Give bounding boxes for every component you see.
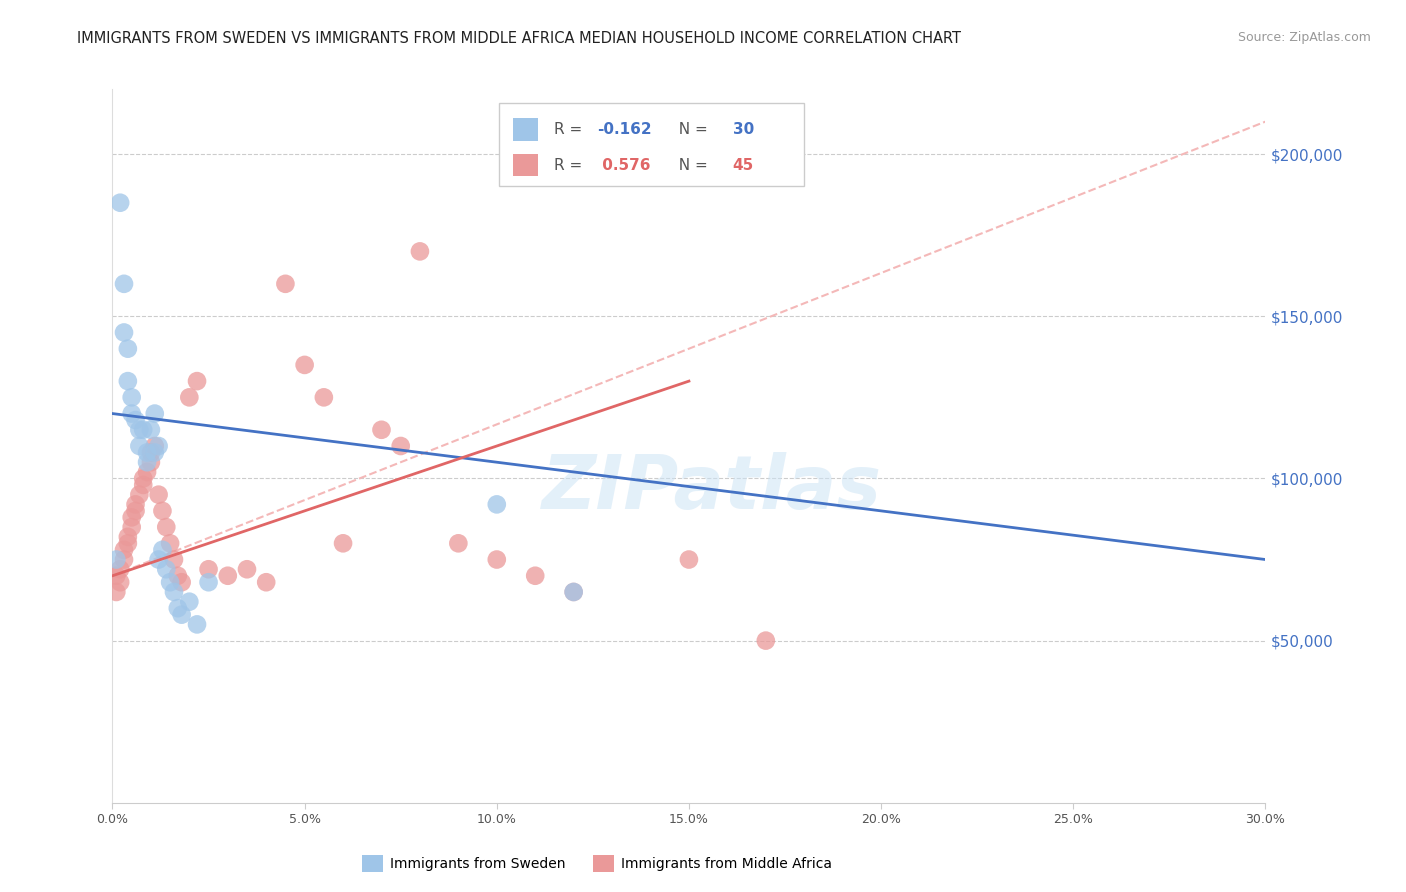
Text: N =: N = bbox=[669, 122, 713, 137]
Point bbox=[139, 423, 162, 437]
FancyBboxPatch shape bbox=[499, 103, 804, 186]
Text: R =: R = bbox=[554, 158, 588, 172]
Point bbox=[755, 633, 778, 648]
Point bbox=[148, 488, 170, 502]
Point bbox=[447, 536, 470, 550]
Point bbox=[179, 595, 201, 609]
Point bbox=[121, 407, 143, 421]
Point bbox=[163, 552, 186, 566]
Point bbox=[152, 542, 174, 557]
Point bbox=[152, 504, 174, 518]
Point bbox=[121, 510, 143, 524]
Point bbox=[148, 439, 170, 453]
Point bbox=[524, 568, 547, 582]
Point bbox=[370, 423, 392, 437]
Point bbox=[105, 568, 128, 582]
Point bbox=[409, 244, 432, 259]
Point bbox=[179, 390, 201, 404]
Text: ZIPatlas: ZIPatlas bbox=[541, 452, 882, 525]
Text: -0.162: -0.162 bbox=[596, 122, 651, 137]
Point bbox=[485, 552, 508, 566]
Point bbox=[112, 542, 135, 557]
Point bbox=[124, 413, 146, 427]
Text: R =: R = bbox=[554, 122, 588, 137]
Point bbox=[332, 536, 354, 550]
FancyBboxPatch shape bbox=[513, 153, 538, 177]
Point bbox=[139, 445, 162, 459]
Point bbox=[236, 562, 259, 576]
Text: 0.576: 0.576 bbox=[596, 158, 650, 172]
Point bbox=[143, 445, 166, 459]
Point bbox=[389, 439, 412, 453]
Point bbox=[170, 607, 193, 622]
Point bbox=[136, 465, 159, 479]
Point bbox=[121, 520, 143, 534]
Point bbox=[155, 562, 177, 576]
Point bbox=[197, 575, 219, 590]
Point bbox=[108, 195, 131, 210]
Point bbox=[132, 471, 155, 485]
Point bbox=[155, 520, 177, 534]
Point bbox=[186, 374, 208, 388]
Point bbox=[112, 552, 135, 566]
Text: 30: 30 bbox=[733, 122, 754, 137]
Point bbox=[148, 552, 170, 566]
Point bbox=[186, 617, 208, 632]
Point bbox=[274, 277, 297, 291]
Point bbox=[128, 488, 150, 502]
Legend: Immigrants from Sweden, Immigrants from Middle Africa: Immigrants from Sweden, Immigrants from … bbox=[356, 850, 837, 878]
Point bbox=[108, 562, 131, 576]
Point bbox=[105, 552, 128, 566]
Point bbox=[170, 575, 193, 590]
Point bbox=[132, 423, 155, 437]
Point bbox=[112, 326, 135, 340]
Text: 45: 45 bbox=[733, 158, 754, 172]
Point bbox=[159, 536, 181, 550]
Point bbox=[562, 585, 585, 599]
Point bbox=[117, 374, 139, 388]
Point bbox=[124, 504, 146, 518]
Point bbox=[254, 575, 277, 590]
Point bbox=[128, 439, 150, 453]
Text: Source: ZipAtlas.com: Source: ZipAtlas.com bbox=[1237, 31, 1371, 45]
Point bbox=[124, 497, 146, 511]
Text: IMMIGRANTS FROM SWEDEN VS IMMIGRANTS FROM MIDDLE AFRICA MEDIAN HOUSEHOLD INCOME : IMMIGRANTS FROM SWEDEN VS IMMIGRANTS FRO… bbox=[77, 31, 962, 46]
Point bbox=[166, 601, 188, 615]
Point bbox=[485, 497, 508, 511]
Point bbox=[136, 455, 159, 469]
Point bbox=[294, 358, 316, 372]
Point bbox=[562, 585, 585, 599]
Point bbox=[117, 536, 139, 550]
Point bbox=[166, 568, 188, 582]
Point bbox=[159, 575, 181, 590]
Point bbox=[128, 423, 150, 437]
Point bbox=[105, 585, 128, 599]
Point bbox=[678, 552, 700, 566]
Point bbox=[117, 342, 139, 356]
Point bbox=[217, 568, 239, 582]
Point bbox=[197, 562, 219, 576]
Point bbox=[136, 445, 159, 459]
Point bbox=[108, 575, 131, 590]
Point bbox=[112, 277, 135, 291]
Point bbox=[121, 390, 143, 404]
Point bbox=[117, 530, 139, 544]
Text: N =: N = bbox=[669, 158, 713, 172]
FancyBboxPatch shape bbox=[513, 119, 538, 141]
Point bbox=[143, 407, 166, 421]
Point bbox=[139, 455, 162, 469]
Point bbox=[132, 478, 155, 492]
Point bbox=[312, 390, 335, 404]
Point bbox=[143, 439, 166, 453]
Point bbox=[163, 585, 186, 599]
